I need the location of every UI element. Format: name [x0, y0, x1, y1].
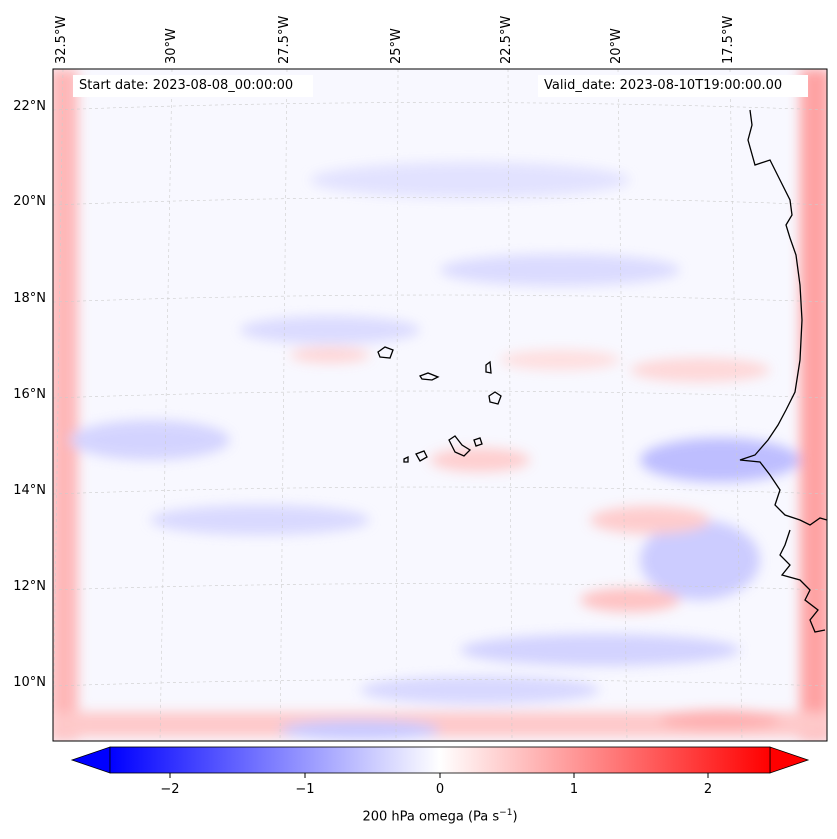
colorbar-tick-2: 2 [703, 782, 713, 797]
colorbar-title-end: ) [512, 809, 518, 825]
colorbar-tick-minus2: −2 [160, 782, 180, 797]
lon-label-32-5w: 32.5°W [54, 15, 69, 64]
lat-label-20n: 20°N [13, 194, 46, 209]
lat-label-14n: 14°N [13, 483, 46, 498]
colorbar-tick-0: 0 [435, 782, 445, 797]
colorbar-tick-1: 1 [569, 782, 579, 797]
colorbar [70, 746, 810, 778]
lat-label-18n: 18°N [13, 291, 46, 306]
graticule [53, 69, 827, 741]
map-frame [52, 68, 828, 742]
colorbar-title: 200 hPa omega (Pa s−1) [0, 808, 837, 824]
lon-label-25w: 25°W [389, 28, 404, 64]
start-date-label: Start date: 2023-08-08_00:00:00 [73, 75, 313, 97]
lon-label-22-5w: 22.5°W [499, 15, 514, 64]
colorbar-tick-minus1: −1 [295, 782, 315, 797]
lat-label-16n: 16°N [13, 387, 46, 402]
coastline [377, 109, 827, 633]
colorbar-title-exponent: −1 [499, 808, 513, 818]
lat-label-10n: 10°N [13, 675, 46, 690]
valid-date-label: Valid_date: 2023-08-10T19:00:00.00 [538, 75, 808, 97]
lon-label-30w: 30°W [164, 28, 179, 64]
lat-label-12n: 12°N [13, 579, 46, 594]
lon-label-20w: 20°W [609, 28, 624, 64]
omega-field [53, 69, 827, 741]
colorbar-title-main: 200 hPa omega (Pa s [362, 809, 500, 825]
lon-label-17-5w: 17.5°W [721, 15, 736, 64]
start-date-text: Start date: 2023-08-08_00:00:00 [79, 78, 294, 93]
lat-label-22n: 22°N [13, 99, 46, 114]
lon-label-27-5w: 27.5°W [277, 15, 292, 64]
valid-date-text: Valid_date: 2023-08-10T19:00:00.00 [544, 78, 783, 93]
